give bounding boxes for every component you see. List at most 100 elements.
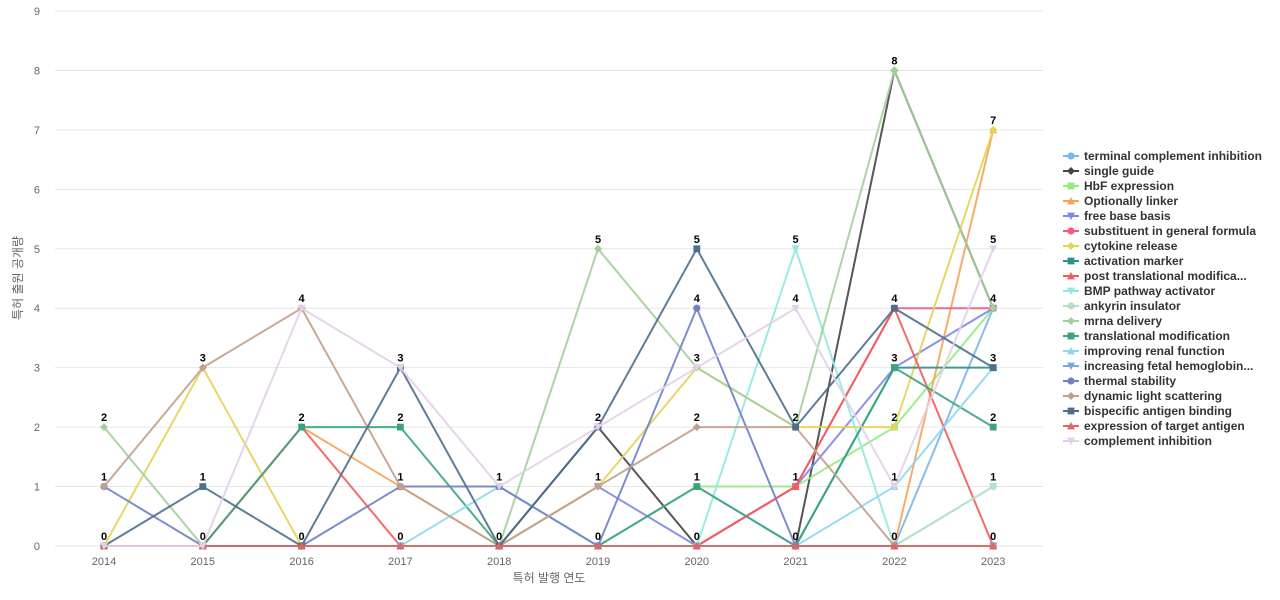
data-point: [100, 423, 108, 432]
legend-marker: [1067, 362, 1075, 370]
data-point: [989, 245, 998, 253]
x-axis: 2014 2015 2016 2017 2018 2019 2020 2021 2022 2023: [92, 556, 1006, 568]
legend-marker: [1067, 332, 1075, 340]
data-point: [692, 364, 701, 372]
legend-item[interactable]: thermal stability: [1063, 374, 1176, 388]
data-point: [495, 483, 504, 491]
data-label: 4: [793, 293, 800, 305]
legend-marker: [1067, 152, 1075, 160]
legend-label: Optionally linker: [1084, 194, 1178, 208]
legend-item[interactable]: mrna delivery: [1063, 314, 1162, 328]
data-label: 2: [891, 412, 897, 424]
data-point: [989, 482, 997, 491]
data-point: [692, 542, 701, 550]
y-tick-label: 1: [34, 482, 40, 494]
legend-label: thermal stability: [1084, 374, 1176, 388]
legend-label: terminal complement inhibition: [1084, 149, 1262, 163]
data-label: 0: [891, 531, 897, 543]
legend-marker: [1067, 437, 1075, 445]
data-label: 1: [397, 472, 403, 484]
data-label: 1: [595, 472, 601, 484]
data-label: 1: [793, 472, 799, 484]
series-line: [104, 248, 995, 547]
data-label: 0: [694, 531, 700, 543]
legend-label: dynamic light scattering: [1084, 389, 1222, 403]
x-tick-label: 2015: [191, 556, 215, 568]
legend-label: activation marker: [1084, 254, 1184, 268]
legend-item[interactable]: single guide: [1063, 164, 1154, 178]
legend-item[interactable]: post translational modifica...: [1063, 269, 1247, 283]
data-label: 5: [793, 234, 799, 246]
x-tick-label: 2019: [586, 556, 610, 568]
data-label: 3: [891, 353, 897, 365]
legend-label: improving renal function: [1084, 344, 1225, 358]
x-tick-label: 2023: [981, 556, 1005, 568]
data-label: 4: [891, 293, 898, 305]
legend-item[interactable]: BMP pathway activator: [1063, 284, 1215, 298]
data-point: [198, 363, 207, 372]
legend-label: post translational modifica...: [1084, 269, 1247, 283]
data-point: [791, 542, 800, 550]
data-label: 1: [694, 472, 700, 484]
legend-marker: [1067, 182, 1075, 190]
data-label: 3: [397, 353, 403, 365]
data-point: [594, 244, 602, 253]
data-point: [890, 66, 899, 75]
y-tick-label: 8: [34, 65, 40, 77]
data-label: 0: [299, 531, 305, 543]
data-labels: 0 1 2 0 1 3 0 2 4 0 1 2 3 0 1 0 1 2 5 0 1 2 3 4 5 0 1 2 4 5 0 1 2 3 4 8 0 1 2 3…: [101, 55, 997, 543]
legend-item[interactable]: bispecific antigen binding: [1063, 404, 1232, 418]
series-19: [100, 245, 998, 550]
x-tick-label: 2017: [388, 556, 412, 568]
y-tick-label: 9: [34, 6, 40, 18]
legend-item[interactable]: HbF expression: [1063, 179, 1174, 193]
data-label: 8: [891, 55, 897, 67]
data-label: 3: [990, 353, 996, 365]
data-label: 5: [990, 234, 996, 246]
legend-marker: [1067, 197, 1075, 205]
data-point: [692, 423, 701, 432]
legend-item[interactable]: improving renal function: [1063, 344, 1225, 358]
legend-marker: [1067, 287, 1075, 295]
x-axis-title: 특허 발행 연도: [513, 570, 586, 585]
legend-item[interactable]: Optionally linker: [1063, 194, 1178, 208]
data-point: [890, 483, 899, 491]
legend-item[interactable]: expression of target antigen: [1063, 419, 1245, 433]
legend-label: mrna delivery: [1084, 314, 1162, 328]
y-tick-label: 0: [34, 541, 40, 553]
data-point: [594, 482, 602, 491]
legend-marker: [1067, 227, 1075, 235]
y-tick-label: 7: [34, 125, 40, 137]
legend-marker: [1067, 392, 1075, 400]
legend-marker: [1067, 302, 1075, 310]
legend-item[interactable]: substituent in general formula: [1063, 224, 1256, 238]
legend-item[interactable]: ankyrin insulator: [1063, 299, 1181, 313]
series-line: [103, 307, 994, 547]
data-point: [198, 542, 207, 550]
legend-item[interactable]: translational modification: [1063, 329, 1230, 343]
legend-item[interactable]: terminal complement inhibition: [1063, 149, 1262, 163]
legend-item[interactable]: complement inhibition: [1063, 434, 1212, 448]
legend-marker: [1067, 407, 1075, 415]
data-point: [495, 542, 504, 550]
y-axis-title: 특허 출원 공개량: [11, 236, 25, 320]
legend-label: ankyrin insulator: [1084, 299, 1181, 313]
legend-item[interactable]: dynamic light scattering: [1063, 389, 1222, 403]
data-label: 3: [200, 353, 206, 365]
legend-item[interactable]: free base basis: [1063, 209, 1171, 223]
data-label: 0: [200, 531, 206, 543]
data-point: [693, 304, 701, 312]
x-tick-label: 2021: [783, 556, 807, 568]
legend-item[interactable]: increasing fetal hemoglobin...: [1063, 359, 1253, 373]
data-point: [297, 542, 306, 550]
data-point: [298, 423, 305, 431]
data-label: 7: [990, 115, 996, 127]
legend-marker: [1067, 242, 1075, 250]
legend-marker: [1067, 377, 1075, 385]
legend-item[interactable]: cytokine release: [1063, 239, 1178, 253]
legend-item[interactable]: activation marker: [1063, 254, 1184, 268]
data-label: 3: [694, 353, 700, 365]
series-line: [103, 247, 994, 547]
x-tick-label: 2014: [92, 556, 116, 568]
